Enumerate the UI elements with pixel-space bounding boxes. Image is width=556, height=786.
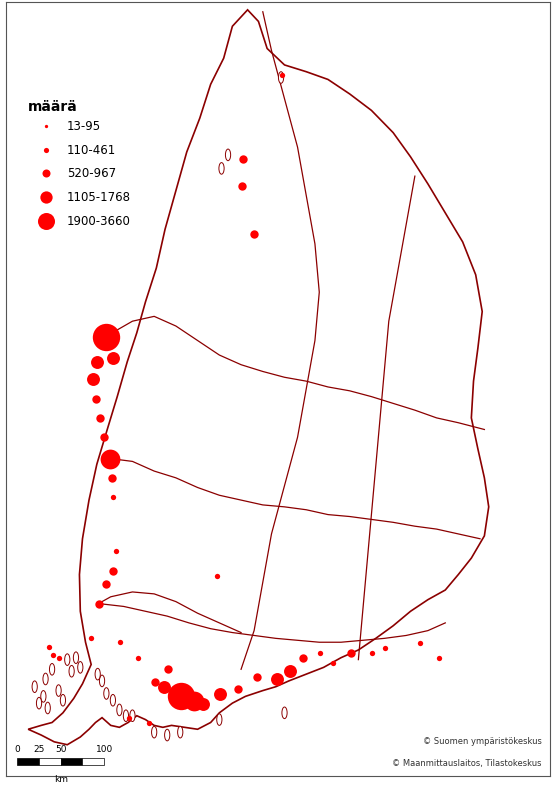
Point: [145, 717, 153, 729]
Point: [94, 597, 103, 610]
Point: [108, 564, 117, 577]
Point: [101, 330, 110, 343]
Point: [133, 652, 142, 664]
Point: [112, 545, 121, 557]
Circle shape: [130, 710, 135, 722]
Circle shape: [152, 726, 157, 738]
Circle shape: [110, 695, 116, 706]
Point: [213, 569, 222, 582]
Point: [381, 641, 390, 654]
Point: [102, 578, 111, 590]
Point: [252, 670, 261, 683]
Polygon shape: [28, 9, 489, 744]
Point: [250, 228, 259, 241]
Point: [346, 647, 355, 659]
Text: km: km: [54, 775, 68, 784]
Point: [106, 452, 115, 465]
Point: [278, 68, 287, 81]
Point: [100, 431, 108, 443]
Circle shape: [60, 695, 66, 706]
Point: [198, 698, 207, 711]
Text: © Suomen ympäristökeskus: © Suomen ympäristökeskus: [423, 737, 542, 746]
Text: määrä: määrä: [28, 101, 78, 114]
Circle shape: [165, 729, 170, 741]
Circle shape: [177, 726, 183, 738]
Point: [54, 652, 63, 664]
Bar: [17, 758, 39, 765]
Point: [237, 179, 246, 192]
Point: [190, 695, 198, 707]
Circle shape: [225, 149, 231, 160]
Point: [108, 351, 117, 364]
Circle shape: [282, 707, 287, 718]
Circle shape: [95, 668, 100, 680]
Point: [92, 355, 101, 368]
Circle shape: [279, 72, 284, 83]
Point: [233, 682, 242, 695]
Point: [239, 152, 247, 165]
Text: 50: 50: [55, 745, 67, 755]
Legend: 13-95, 110-461, 520-967, 1105-1768, 1900-3660: 13-95, 110-461, 520-967, 1105-1768, 1900…: [34, 120, 131, 228]
Point: [125, 711, 133, 724]
Circle shape: [37, 697, 42, 709]
Circle shape: [45, 702, 51, 714]
Point: [89, 373, 98, 385]
Circle shape: [117, 704, 122, 716]
Point: [368, 647, 377, 659]
Point: [434, 652, 443, 664]
Circle shape: [100, 675, 105, 687]
Circle shape: [49, 663, 54, 675]
Point: [87, 632, 96, 645]
Circle shape: [217, 714, 222, 725]
Point: [108, 491, 117, 504]
Point: [316, 647, 325, 659]
Circle shape: [41, 691, 46, 702]
Point: [44, 641, 53, 653]
Text: 0: 0: [14, 745, 20, 755]
Circle shape: [123, 710, 128, 722]
Circle shape: [104, 688, 109, 700]
Text: 100: 100: [96, 745, 113, 755]
Point: [151, 676, 160, 689]
Bar: [82, 758, 104, 765]
Bar: [39, 758, 61, 765]
Point: [91, 392, 100, 405]
Text: © Maanmittauslaitos, Tilastokeskus: © Maanmittauslaitos, Tilastokeskus: [392, 759, 542, 768]
Point: [299, 652, 307, 664]
Point: [49, 648, 58, 661]
Point: [177, 690, 186, 703]
Point: [163, 663, 172, 676]
Circle shape: [73, 652, 78, 663]
Circle shape: [219, 163, 224, 174]
Point: [329, 656, 337, 669]
Point: [116, 636, 125, 648]
Circle shape: [78, 662, 83, 673]
Circle shape: [56, 685, 61, 696]
Circle shape: [32, 681, 37, 692]
Point: [272, 673, 281, 685]
Point: [416, 637, 425, 649]
Point: [285, 665, 294, 678]
Circle shape: [43, 673, 48, 685]
Text: 25: 25: [33, 745, 44, 755]
Point: [216, 689, 225, 701]
Bar: [61, 758, 82, 765]
Point: [107, 472, 116, 484]
Point: [159, 681, 168, 693]
Circle shape: [69, 666, 75, 677]
Circle shape: [64, 654, 70, 666]
Point: [96, 412, 105, 424]
